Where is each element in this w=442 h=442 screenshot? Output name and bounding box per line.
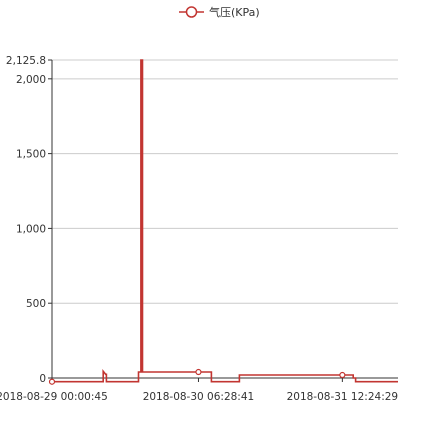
legend-series-marker [185, 6, 198, 18]
series-data-point[interactable] [339, 371, 346, 379]
y-tick-label: 1,000 [16, 223, 46, 235]
series-line-pressure[interactable] [52, 59, 398, 383]
x-tick-label: 2018-08-30 06:28:41 [143, 391, 255, 403]
series-data-point[interactable] [48, 378, 56, 385]
chart-grid [52, 59, 398, 304]
y-tick-label: 0 [39, 373, 46, 385]
plot-area [48, 59, 398, 385]
x-tick-label: 2018-08-29 00:00:45 [0, 391, 108, 403]
x-axis: 2018-08-29 00:00:45 2018-08-30 06:28:41 20… [0, 377, 399, 403]
y-tick-label: 2,000 [16, 74, 46, 86]
x-tick-label: 2018-08-31 12:24:29 [287, 391, 399, 403]
y-tick-label: 500 [26, 298, 46, 310]
y-tick-label: 1,500 [16, 149, 46, 161]
y-tick-label: 2,125.8 [6, 55, 46, 67]
chart-legend[interactable]: 气压(KPa) [179, 5, 260, 19]
legend-label: 气压(KPa) [209, 5, 260, 19]
series-data-point[interactable] [195, 368, 202, 376]
y-axis: 0 500 1,000 1,500 2,000 2,125.8 [6, 55, 53, 385]
